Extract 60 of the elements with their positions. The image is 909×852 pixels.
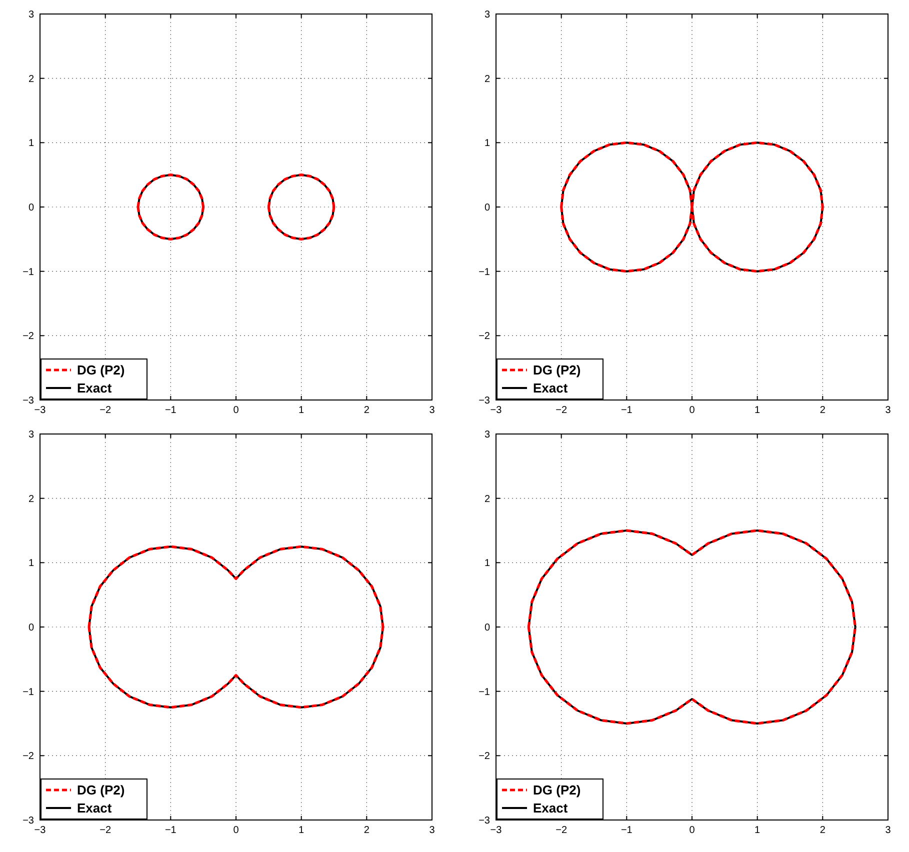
y-tick-label: −2	[478, 331, 490, 342]
y-tick-label: 2	[28, 494, 34, 505]
x-tick-label: −1	[620, 405, 633, 416]
x-tick-label: −2	[100, 405, 112, 416]
x-tick-label: −1	[164, 825, 177, 836]
legend-label: Exact	[77, 380, 112, 396]
legend-label: DG (P2)	[533, 782, 581, 798]
x-tick-label: 2	[364, 825, 370, 836]
y-tick-label: 1	[28, 558, 34, 570]
legend-label: Exact	[533, 380, 568, 396]
y-tick-label: 2	[484, 494, 490, 505]
x-tick-label: 3	[429, 405, 436, 416]
y-tick-label: −2	[478, 751, 490, 762]
y-tick-label: 2	[28, 74, 34, 85]
legend-label: Exact	[77, 800, 112, 816]
y-tick-label: −1	[478, 266, 490, 278]
y-tick-label: 1	[484, 558, 490, 570]
y-tick-label: −3	[478, 396, 490, 406]
x-tick-label: −1	[164, 405, 177, 416]
x-tick-label: 2	[364, 405, 370, 416]
x-tick-label: 0	[233, 405, 240, 416]
x-tick-label: −2	[556, 825, 568, 836]
y-tick-label: −1	[478, 686, 490, 698]
y-tick-label: 1	[28, 138, 34, 150]
legend-label: Exact	[533, 800, 568, 816]
y-tick-label: 2	[484, 74, 490, 85]
y-tick-label: 0	[28, 202, 34, 214]
x-tick-label: −2	[556, 405, 568, 416]
y-tick-label: −3	[22, 816, 34, 826]
x-tick-label: 0	[689, 825, 696, 836]
x-tick-label: 1	[754, 405, 761, 416]
x-tick-label: −2	[100, 825, 112, 836]
y-tick-label: 3	[484, 10, 490, 20]
y-tick-label: −1	[22, 686, 34, 698]
y-tick-label: 0	[484, 622, 490, 634]
x-tick-label: 2	[820, 405, 826, 416]
y-tick-label: −1	[22, 266, 34, 278]
y-tick-label: −2	[22, 751, 34, 762]
y-tick-label: −2	[22, 331, 34, 342]
legend-label: DG (P2)	[77, 782, 125, 798]
x-tick-label: 0	[689, 405, 696, 416]
legend-label: DG (P2)	[533, 362, 581, 378]
y-tick-label: −3	[478, 816, 490, 826]
x-tick-label: 1	[298, 405, 305, 416]
x-tick-label: 2	[820, 825, 826, 836]
x-tick-label: 1	[754, 825, 761, 836]
x-tick-label: 0	[233, 825, 240, 836]
y-tick-label: 1	[484, 138, 490, 150]
x-tick-label: 3	[885, 825, 892, 836]
x-tick-label: −1	[620, 825, 633, 836]
y-tick-label: 3	[484, 430, 490, 440]
y-tick-label: −3	[22, 396, 34, 406]
y-tick-label: 3	[28, 430, 34, 440]
x-tick-label: 3	[429, 825, 436, 836]
x-tick-label: 3	[885, 405, 892, 416]
y-tick-label: 0	[28, 622, 34, 634]
y-tick-label: 0	[484, 202, 490, 214]
y-tick-label: 3	[28, 10, 34, 20]
x-tick-label: 1	[298, 825, 305, 836]
legend-label: DG (P2)	[77, 362, 125, 378]
